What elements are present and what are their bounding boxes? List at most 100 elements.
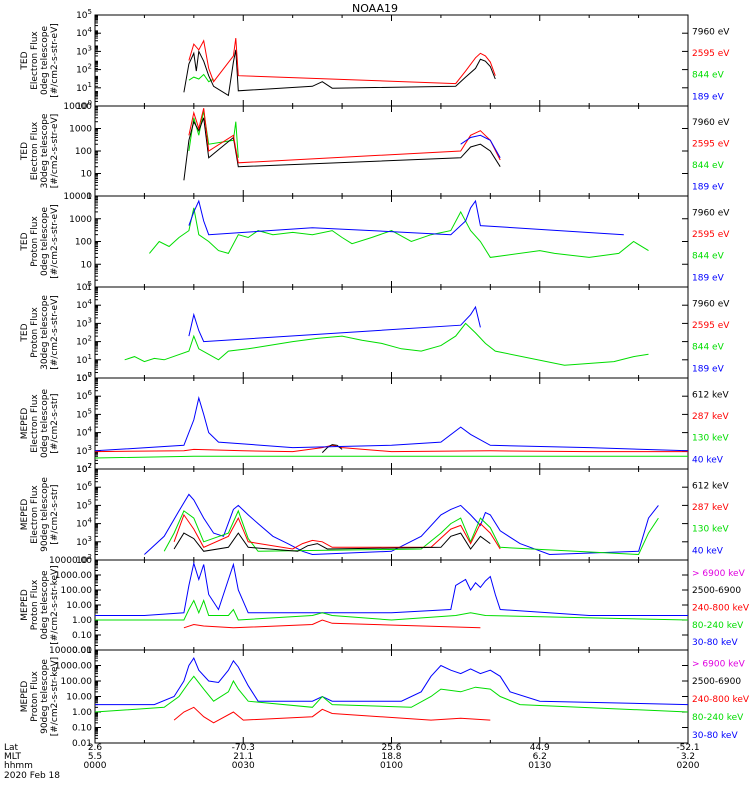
x-axis-value: 18.8 — [381, 752, 401, 762]
y-axis-label: 0deg telescope — [40, 389, 50, 459]
legend-entry: 189 eV — [692, 364, 725, 374]
y-axis-label: TED — [20, 323, 30, 342]
x-axis-row-label: MLT — [4, 752, 22, 762]
legend-entry: 844 eV — [692, 252, 725, 262]
x-axis-value: 21.1 — [233, 752, 253, 762]
y-axis-label: Electron Flux — [30, 31, 40, 90]
legend-entry: > 6900 keV — [692, 659, 746, 669]
y-tick-label: 0.10 — [72, 631, 92, 641]
legend-entry: > 6900 keV — [692, 569, 746, 579]
y-tick-label: 106 — [76, 389, 92, 402]
y-axis-label: 30deg telescope — [40, 113, 50, 188]
legend-entry: 30-80 keV — [692, 638, 738, 648]
y-axis-label: [#/cm2-s-str] — [50, 393, 60, 453]
y-axis-label: 90deg telescope — [40, 477, 50, 552]
legend-entry: 2500-6900 — [692, 677, 741, 687]
series-line — [188, 38, 496, 85]
y-tick-label: 10.00 — [66, 693, 92, 703]
x-axis-value: 0200 — [677, 761, 700, 771]
legend-entry: 240-800 keV — [692, 695, 750, 705]
y-tick-label: 0.01 — [72, 646, 92, 656]
series-line — [163, 509, 659, 556]
series-line — [144, 493, 659, 556]
x-axis-value: 0000 — [84, 761, 107, 771]
y-axis-label: TED — [20, 51, 30, 70]
x-axis-value: 3.2 — [681, 752, 695, 762]
legend-entry: 2595 eV — [692, 49, 730, 59]
series-line — [183, 49, 496, 97]
y-tick-label: 102 — [76, 335, 92, 348]
y-axis-label: Proton Flux — [30, 307, 40, 358]
y-axis-label: Electron Flux — [30, 121, 40, 180]
y-axis-label: [#/cm2-s-str-eV] — [50, 114, 60, 189]
legend-entry: 40 keV — [692, 455, 724, 465]
x-axis-row-label: Lat — [4, 743, 19, 753]
series-line — [94, 675, 689, 713]
y-axis-label: TED — [20, 232, 30, 251]
y-axis-label: MEPED — [20, 681, 30, 713]
y-tick-label: 101 — [76, 353, 92, 366]
panel-frame — [94, 377, 689, 470]
series-line — [173, 706, 491, 724]
legend-entry: 2595 eV — [692, 140, 730, 150]
y-tick-label: 103 — [76, 535, 92, 548]
y-axis-label: 0deg telescope — [40, 570, 50, 640]
legend-entry: 844 eV — [692, 343, 725, 353]
y-tick-label: 1.00 — [72, 708, 92, 718]
legend-entry: 130 keV — [692, 434, 729, 444]
y-tick-label: 103 — [76, 316, 92, 329]
y-tick-label: 100 — [75, 147, 92, 157]
y-axis-label: Electron Flux — [30, 485, 40, 544]
y-tick-label: 0.01 — [72, 739, 92, 749]
legend-entry: 80-240 keV — [692, 713, 744, 723]
panel-frame — [94, 649, 689, 744]
y-tick-label: 10000.00 — [49, 556, 92, 566]
x-axis-date: 2020 Feb 18 — [4, 771, 60, 781]
series-line — [149, 207, 649, 258]
y-tick-label: 103 — [76, 444, 92, 457]
legend-entry: 189 eV — [692, 182, 725, 192]
y-tick-label: 100.00 — [61, 677, 93, 687]
legend-entry: 30-80 keV — [692, 731, 738, 741]
x-axis-value: -70.3 — [232, 743, 255, 753]
legend-entry: 7960 eV — [692, 208, 730, 218]
legend-entry: 287 keV — [692, 503, 729, 513]
y-tick-label: 107 — [76, 462, 92, 475]
legend-entry: 7960 eV — [692, 27, 730, 37]
legend-entry: 80-240 keV — [692, 621, 744, 631]
y-tick-label: 102 — [76, 63, 92, 76]
series-line — [460, 134, 501, 159]
series-line — [188, 108, 501, 164]
legend-entry: 612 keV — [692, 481, 729, 491]
panel-frame — [94, 14, 689, 107]
y-axis-label: 0deg telescope — [40, 207, 50, 277]
legend-entry: 2595 eV — [692, 321, 730, 331]
y-axis-label: Proton Flux — [30, 671, 40, 722]
legend-entry: 612 keV — [692, 390, 729, 400]
y-tick-label: 103 — [76, 44, 92, 57]
series-line — [94, 396, 689, 452]
x-axis-value: 0130 — [528, 761, 551, 771]
legend-entry: 287 keV — [692, 412, 729, 422]
legend-entry: 240-800 keV — [692, 603, 750, 613]
legend-entry: 2500-6900 — [692, 586, 741, 596]
y-tick-label: 10 — [81, 260, 93, 270]
y-tick-label: 101 — [76, 81, 92, 94]
series-line — [95, 561, 688, 616]
legend-entry: 189 eV — [692, 92, 725, 102]
y-tick-label: 10000.00 — [49, 646, 92, 656]
x-axis-value: 0100 — [380, 761, 403, 771]
y-tick-label: 106 — [76, 480, 92, 493]
y-tick-label: 100.00 — [61, 586, 93, 596]
y-tick-label: 10000 — [63, 192, 92, 202]
y-axis-label: [#/cm2-s-str-eV] — [50, 295, 60, 370]
legend-entry: 844 eV — [692, 161, 725, 171]
x-axis-value: 5.5 — [88, 752, 102, 762]
y-tick-label: 104 — [76, 26, 92, 39]
y-tick-label: 1000 — [69, 125, 92, 135]
y-axis-label: [#/cm2-s-str-eV] — [50, 23, 60, 98]
x-axis-value: 0030 — [232, 761, 255, 771]
y-axis-label: Proton Flux — [30, 216, 40, 267]
y-axis-label: Proton Flux — [30, 579, 40, 630]
